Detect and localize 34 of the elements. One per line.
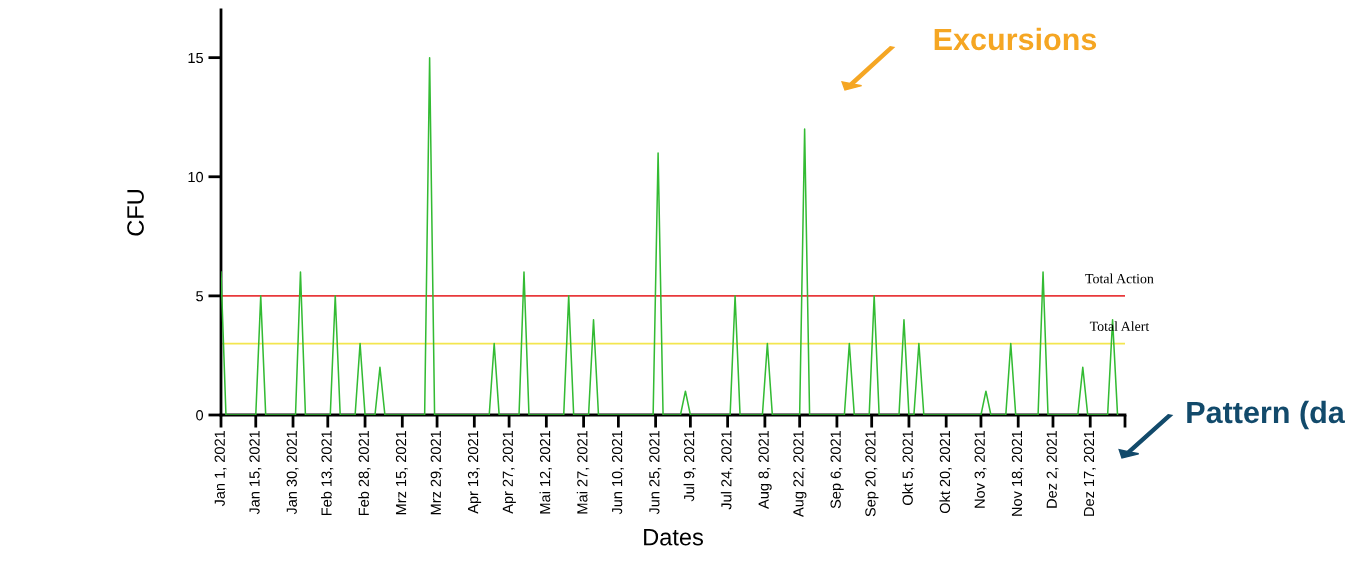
x-tick-label: Sep 6, 2021 <box>830 430 844 509</box>
y-axis-title: CFU <box>127 190 144 236</box>
x-tick-label: Jun 10, 2021 <box>611 430 624 515</box>
x-tick-label: Mrz 29, 2021 <box>430 430 443 515</box>
x-tick-label: Jan 1, 2021 <box>214 430 227 507</box>
y-tick-label: 0 <box>196 410 204 421</box>
x-tick-label: Dez 2, 2021 <box>1046 430 1059 508</box>
x-tick-label: Mrz 15, 2021 <box>395 430 408 515</box>
x-tick-label: Nov 18, 2021 <box>1011 430 1024 516</box>
text: Pattern (da <box>1187 400 1345 430</box>
x-tick-label: Apr 13, 2021 <box>467 430 482 514</box>
ref-line-label: Total Action <box>1085 273 1154 284</box>
annotation: Excursions <box>934 27 1097 51</box>
x-tick-label: Mai 27, 2021 <box>576 430 590 514</box>
x-tick-label: Aug 22, 2021 <box>793 430 807 518</box>
x-tick-label: Sep 20, 2021 <box>865 430 879 517</box>
x-tick-label: Nov 3, 2021 <box>974 430 987 508</box>
x-tick-label: Jan 30, 2021 <box>286 430 299 515</box>
x-tick-label: Mai 12, 2021 <box>539 430 552 514</box>
x-tick-label: Dez 17, 2021 <box>1083 430 1096 516</box>
x-tick-label: Apr 27, 2021 <box>502 430 516 514</box>
x-tick-label: Okt 20, 2021 <box>939 430 952 514</box>
x-tick-label: Feb 28, 2021 <box>358 430 371 516</box>
x-tick-label: Jan 15, 2021 <box>249 430 262 515</box>
x-tick-label: Okt 5, 2021 <box>902 430 915 505</box>
x-tick-label: Jul 9, 2021 <box>683 430 697 502</box>
x-tick-label: Feb 13, 2021 <box>320 430 334 516</box>
y-tick-label: 15 <box>188 52 204 64</box>
x-tick-label: Jun 25, 2021 <box>649 430 662 515</box>
y-tick-label: 10 <box>188 171 204 183</box>
y-tick-label: 5 <box>196 291 204 302</box>
x-tick-label: Jul 24, 2021 <box>720 430 734 510</box>
x-tick-label: Aug 8, 2021 <box>758 430 772 509</box>
x-axis-title: Dates <box>644 529 703 546</box>
